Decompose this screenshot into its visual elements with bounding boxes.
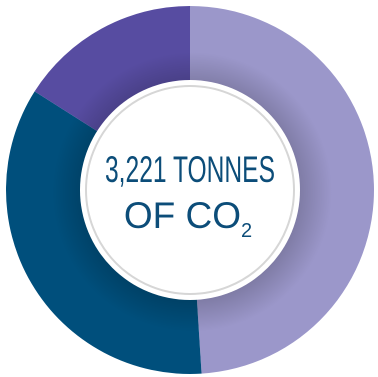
center-label-line2: OF CO2 (124, 195, 252, 242)
center-label-subscript: 2 (241, 220, 252, 242)
center-label-line1: 3,221 TONNES (105, 149, 275, 190)
center-label-co: OF CO (124, 195, 241, 236)
center-ring (85, 85, 295, 295)
donut-slice-3 (34, 6, 190, 137)
center-disc (80, 80, 300, 300)
